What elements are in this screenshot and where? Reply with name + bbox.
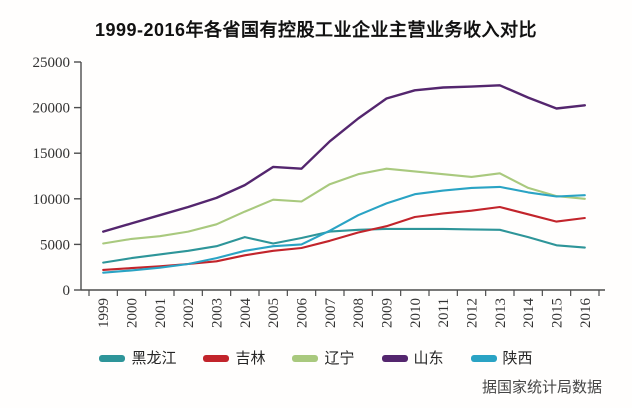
x-axis-label-2008: 2008 xyxy=(351,298,367,328)
x-axis-label-2007: 2007 xyxy=(323,298,339,329)
x-axis-label-2004: 2004 xyxy=(238,298,254,329)
x-axis-label-2011: 2011 xyxy=(436,298,452,327)
series-line-jilin xyxy=(102,205,586,271)
x-axis-label-2012: 2012 xyxy=(465,298,481,328)
legend-swatch-jilin xyxy=(203,355,230,362)
series-line-liaoning xyxy=(102,167,586,245)
legend-item-shandong: 山东 xyxy=(381,350,444,367)
x-axis-label-2010: 2010 xyxy=(408,298,424,328)
legend-label-heilongjiang: 黑龙江 xyxy=(131,350,177,367)
x-axis-label-2013: 2013 xyxy=(493,298,509,328)
x-axis-label-2006: 2006 xyxy=(295,298,311,329)
y-axis-label: 0 xyxy=(63,283,71,299)
source-note: 据国家统计局数据 xyxy=(481,379,602,396)
chart-title: 1999-2016年各省国有控股工业企业主营业务收入对比 xyxy=(94,20,538,40)
series-line-shaanxi xyxy=(102,185,586,274)
legend: 黑龙江 吉林 辽宁 山东 陕西 xyxy=(0,351,632,366)
legend-item-heilongjiang: 黑龙江 xyxy=(99,351,176,366)
series-line-heilongjiang xyxy=(102,227,586,264)
x-axis-label-2001: 2001 xyxy=(153,298,169,328)
legend-label-shaanxi: 陕西 xyxy=(502,350,533,367)
x-axis-label-2009: 2009 xyxy=(380,298,396,328)
x-axis-label-2016: 2016 xyxy=(578,298,594,329)
legend-label-liaoning: 辽宁 xyxy=(324,350,355,367)
x-axis-label-2002: 2002 xyxy=(181,298,197,328)
y-axis-label: 20000 xyxy=(33,101,71,117)
x-axis-label-1999: 1999 xyxy=(96,298,112,328)
x-axis-label-2015: 2015 xyxy=(550,298,566,328)
legend-swatch-shaanxi xyxy=(470,355,497,362)
series-line-shandong xyxy=(101,84,586,233)
y-axis-label: 10000 xyxy=(33,192,71,208)
legend-swatch-liaoning xyxy=(292,355,319,362)
y-axis-label: 25000 xyxy=(33,55,71,71)
legend-item-jilin: 吉林 xyxy=(203,351,265,366)
legend-label-jilin: 吉林 xyxy=(235,350,266,367)
y-axis-label: 15000 xyxy=(33,146,71,162)
revenue-line-chart: 0 5000 10000 15000 20000 25000 1999 2000 2001 200… xyxy=(33,55,605,329)
x-axis-label-2005: 2005 xyxy=(266,298,282,328)
x-axis-label-2003: 2003 xyxy=(210,298,226,328)
legend-item-liaoning: 辽宁 xyxy=(292,350,355,367)
y-axis-label: 5000 xyxy=(40,237,70,253)
legend-label-shandong: 山东 xyxy=(413,350,444,367)
legend-item-shaanxi: 陕西 xyxy=(470,350,533,367)
legend-swatch-heilongjiang xyxy=(99,355,126,362)
x-axis-label-2014: 2014 xyxy=(521,298,537,329)
x-axis-label-2000: 2000 xyxy=(125,298,141,328)
legend-swatch-shandong xyxy=(381,355,408,362)
